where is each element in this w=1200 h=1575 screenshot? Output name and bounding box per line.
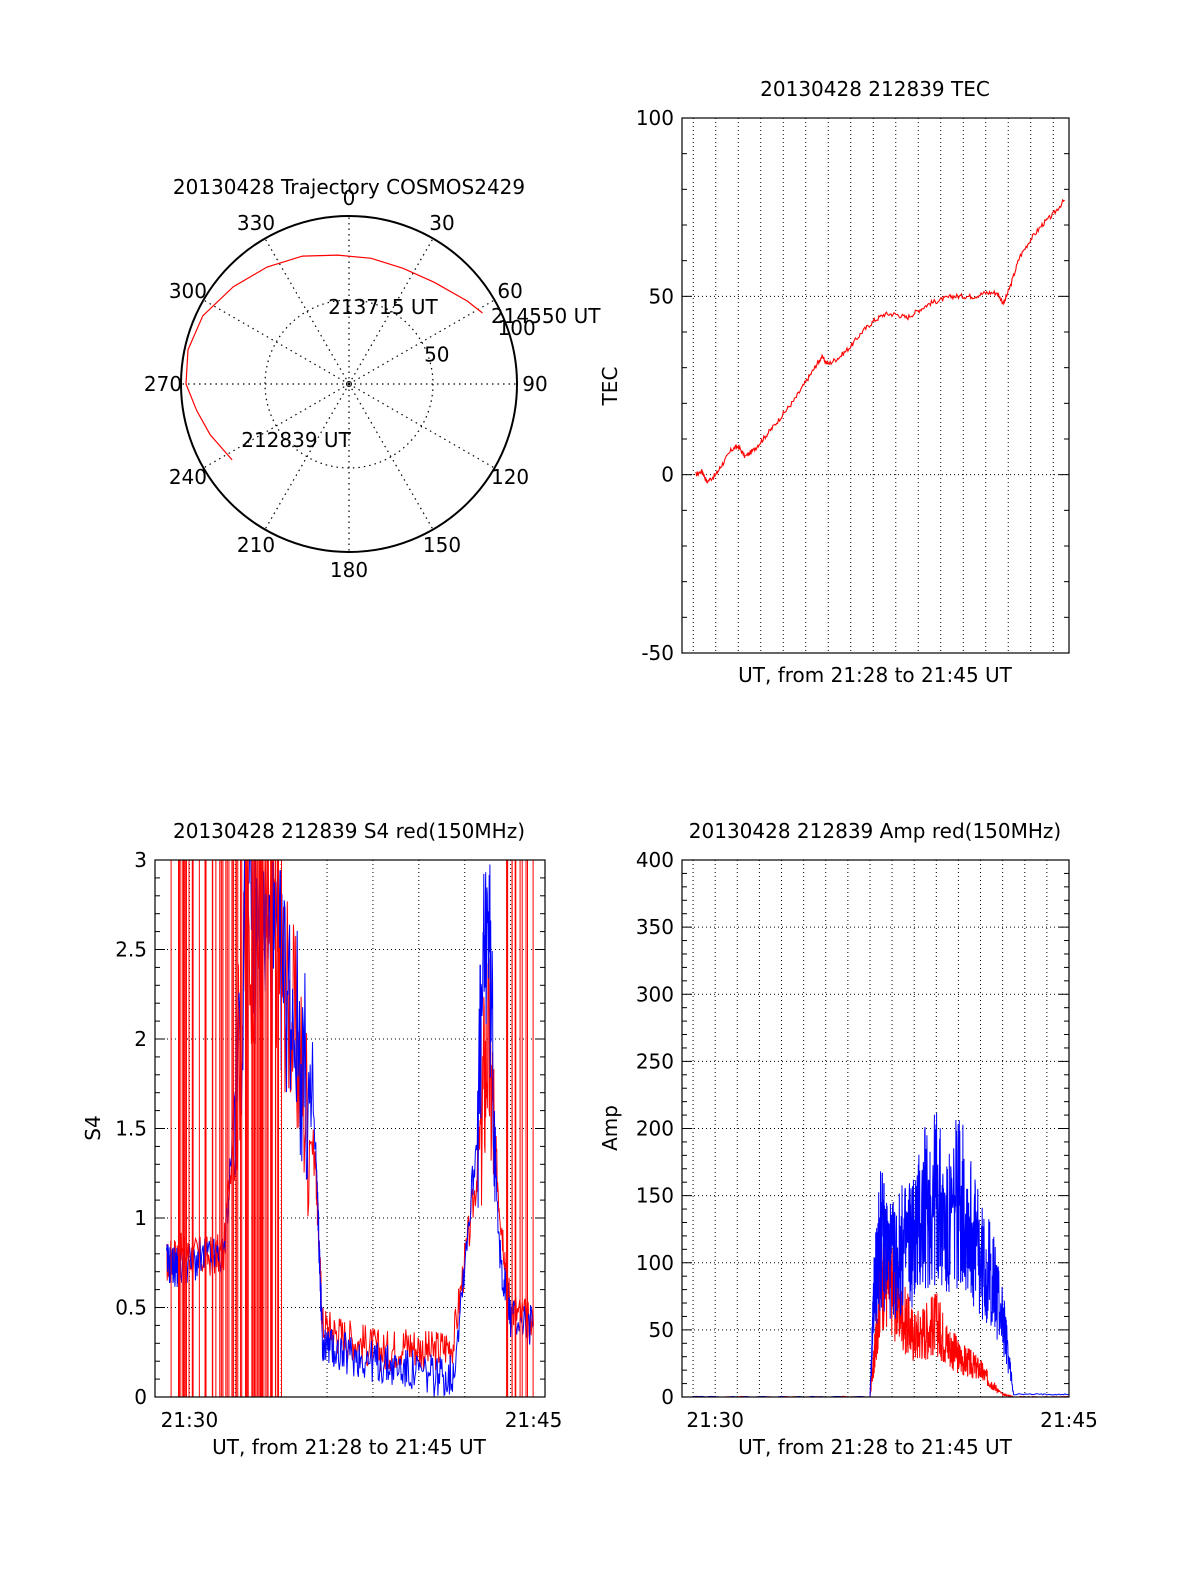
polar-angle-label: 270 (144, 372, 182, 396)
polar-angle-label: 300 (169, 279, 207, 303)
y-tick-label: 1 (134, 1206, 147, 1230)
polar-angle-label: 60 (497, 279, 522, 303)
s4-xlabel: UT, from 21:28 to 21:45 UT (212, 1435, 487, 1459)
y-tick-label: 50 (649, 1318, 674, 1342)
polar-time-annotation: 214550 UT (491, 304, 601, 328)
polar-angle-label: 210 (237, 533, 275, 557)
series-group (166, 860, 534, 1397)
polar-trajectory-line (185, 254, 483, 461)
tec-ylabel: TEC (598, 367, 622, 407)
series-group (693, 1112, 1069, 1397)
amp-chart: 20130428 212839 Amp red(150MHz) Amp UT, … (598, 819, 1098, 1459)
polar-inner-ring (264, 299, 434, 469)
y-tick-label: -50 (641, 641, 674, 665)
x-tick-label: 21:45 (505, 1408, 563, 1432)
y-tick-label: 250 (636, 1049, 674, 1073)
y-tick-label: 0 (661, 1385, 674, 1409)
y-tick-label: 2.5 (115, 938, 147, 962)
y-tick-label: 3 (134, 848, 147, 872)
polar-angle-label: 30 (429, 211, 454, 235)
polar-center (346, 381, 352, 387)
y-tick-label: 300 (636, 982, 674, 1006)
polar-title: 20130428 Trajectory COSMOS2429 (173, 175, 525, 199)
polar-radial-label: 50 (424, 342, 449, 366)
polar-angle-label: 330 (237, 211, 275, 235)
polar-angle-label: 0 (343, 186, 356, 210)
y-tick-label: 100 (636, 106, 674, 130)
amp-title: 20130428 212839 Amp red(150MHz) (689, 819, 1061, 843)
polar-angle-label: 150 (423, 533, 461, 557)
polar-angle-label: 180 (330, 558, 368, 582)
polar-series (185, 254, 483, 461)
polar-time-annotation: 212839 UT (241, 428, 351, 452)
y-tick-label: 0.5 (115, 1296, 147, 1320)
polar-grid (180, 215, 518, 553)
y-tick-label: 0 (661, 463, 674, 487)
tec-xlabel: UT, from 21:28 to 21:45 UT (738, 663, 1013, 687)
tec-chart: 20130428 212839 TEC TEC UT, from 21:28 t… (598, 77, 1070, 687)
y-tick-label: 2 (134, 1027, 147, 1051)
y-tick-label: 100 (636, 1251, 674, 1275)
polar-trajectory-chart: 20130428 Trajectory COSMOS2429 0 30 60 90 12… (144, 175, 601, 582)
polar-time-annotation: 213715 UT (328, 295, 438, 319)
polar-spoke (264, 238, 350, 385)
polar-angle-label: 240 (169, 465, 207, 489)
y-tick-label: 200 (636, 1117, 674, 1141)
s4-plot-area: 0 0.5 1 1.5 2 2.5 3 21:30 21:45 (115, 848, 563, 1432)
y-tick-label: 150 (636, 1184, 674, 1208)
polar-outer-ring (180, 215, 518, 553)
polar-radial-label: 100 (498, 316, 536, 340)
polar-spoke (348, 299, 495, 385)
series-line-red (693, 1229, 1069, 1397)
s4-title: 20130428 212839 S4 red(150MHz) (173, 819, 525, 843)
plot-frame (681, 117, 1070, 654)
polar-spoke (203, 383, 350, 469)
s4-chart: 20130428 212839 S4 red(150MHz) S4 UT, fr… (81, 819, 562, 1459)
x-tick-label: 21:30 (686, 1408, 744, 1432)
amp-plot-area: 0 50 100 150 200 250 300 350 400 21:30 21:45 (636, 848, 1098, 1432)
y-tick-label: 50 (649, 284, 674, 308)
series-line-red (695, 198, 1065, 484)
tec-title: 20130428 212839 TEC (760, 77, 990, 101)
polar-spoke (348, 238, 434, 385)
x-tick-label: 21:30 (161, 1408, 219, 1432)
polar-spoke (348, 383, 495, 469)
y-tick-label: 1.5 (115, 1117, 147, 1141)
y-tick-label: 400 (636, 848, 674, 872)
polar-angle-label: 120 (491, 465, 529, 489)
polar-spoke (348, 383, 434, 530)
s4-ylabel: S4 (81, 1115, 105, 1140)
plot-frame (681, 859, 1070, 1398)
polar-spoke (264, 383, 350, 530)
plot-frame (154, 859, 546, 1398)
y-tick-label: 0 (134, 1385, 147, 1409)
series-group (695, 198, 1065, 484)
polar-labels: 0 30 60 90 120 150 180 210 240 270 300 330 50 1002145… (144, 186, 601, 582)
polar-angle-label: 90 (522, 372, 547, 396)
tec-plot-area: -50 0 50 100 (636, 106, 1070, 665)
amp-xlabel: UT, from 21:28 to 21:45 UT (738, 1435, 1013, 1459)
series-line-blue (693, 1112, 1069, 1397)
y-tick-label: 350 (636, 915, 674, 939)
x-tick-label: 21:45 (1040, 1408, 1098, 1432)
polar-spoke (203, 299, 350, 385)
amp-ylabel: Amp (598, 1105, 622, 1151)
